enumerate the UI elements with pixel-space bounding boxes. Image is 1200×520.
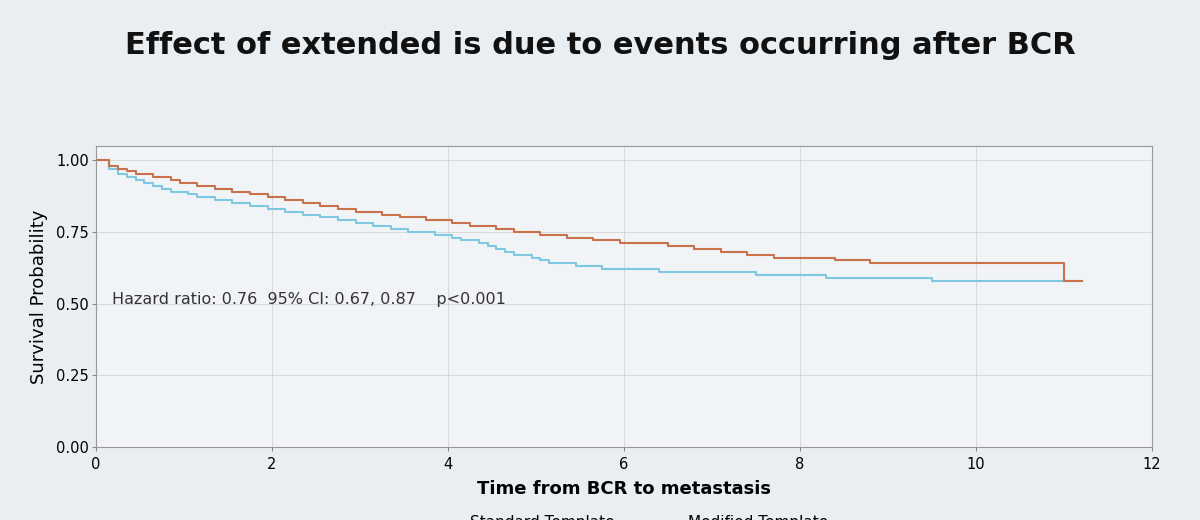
Standard Template bbox=[1074, 278, 1088, 284]
Standard Template bbox=[490, 246, 504, 252]
Standard Template bbox=[925, 278, 940, 284]
Standard Template bbox=[260, 206, 275, 212]
Modified Template bbox=[146, 174, 161, 180]
Modified Template bbox=[793, 254, 808, 261]
Modified Template bbox=[661, 243, 676, 249]
Modified Template bbox=[586, 237, 600, 243]
Modified Template bbox=[1057, 278, 1072, 284]
Modified Template bbox=[612, 240, 626, 246]
Text: Hazard ratio: 0.76  95% CI: 0.67, 0.87    p<0.001: Hazard ratio: 0.76 95% CI: 0.67, 0.87 p<… bbox=[112, 292, 505, 307]
Legend: Standard Template, Modified Template: Standard Template, Modified Template bbox=[414, 509, 834, 520]
Standard Template bbox=[278, 209, 293, 215]
Standard Template bbox=[374, 223, 389, 229]
Line: Modified Template: Modified Template bbox=[96, 160, 1081, 281]
Line: Standard Template: Standard Template bbox=[96, 160, 1081, 281]
Text: Effect of extended is due to events occurring after BCR: Effect of extended is due to events occu… bbox=[125, 31, 1075, 60]
Modified Template bbox=[1074, 278, 1088, 284]
Modified Template bbox=[604, 237, 618, 243]
Standard Template bbox=[595, 266, 610, 272]
Standard Template bbox=[366, 223, 380, 229]
X-axis label: Time from BCR to metastasis: Time from BCR to metastasis bbox=[478, 480, 772, 498]
Y-axis label: Survival Probability: Survival Probability bbox=[30, 209, 48, 384]
Standard Template bbox=[89, 157, 103, 163]
Modified Template bbox=[89, 157, 103, 163]
